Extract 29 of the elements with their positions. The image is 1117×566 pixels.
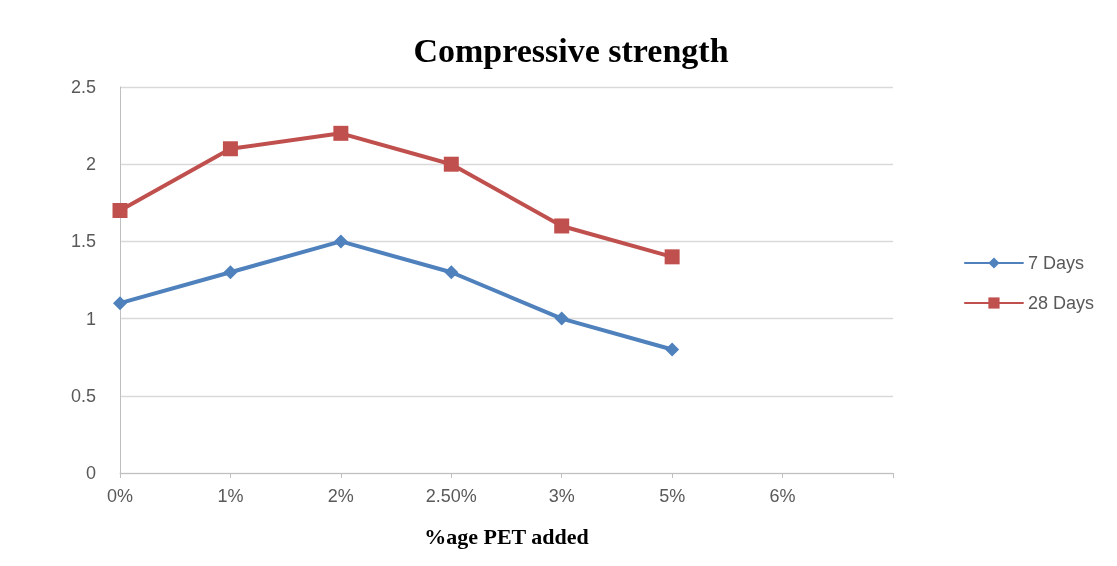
x-tick-label: 1% (217, 486, 244, 506)
point (222, 141, 238, 157)
y-tick-label: 0.5 (70, 385, 96, 406)
x-tick-label: 2% (327, 486, 354, 506)
y-tick-label: 1.5 (70, 231, 96, 252)
y-tick-label: 1 (85, 308, 96, 329)
point (665, 342, 680, 357)
legend-label: 28 Days (1027, 293, 1095, 313)
y-tick-label: 0 (85, 463, 96, 483)
x-tick-label: 5% (659, 486, 686, 506)
point (444, 265, 459, 280)
x-tick-label: 3% (548, 486, 575, 506)
x-tick-label: 0% (106, 486, 134, 506)
x-axis-title: %age PET added (424, 523, 589, 549)
y-tick-label: 2 (85, 154, 96, 175)
chart-title: Compressive strength (413, 31, 729, 69)
y-tick-label: 2.5 (70, 77, 96, 97)
point (333, 234, 348, 249)
x-tick-label: 6% (769, 486, 796, 506)
point (443, 156, 459, 172)
point (664, 249, 680, 265)
point (223, 265, 238, 280)
point (112, 203, 128, 219)
point (554, 311, 569, 326)
point (113, 296, 127, 311)
x-tick-label: 2.50% (425, 486, 477, 506)
legend-label: 7 Days (1027, 253, 1084, 273)
point (333, 125, 349, 141)
point (554, 218, 570, 234)
